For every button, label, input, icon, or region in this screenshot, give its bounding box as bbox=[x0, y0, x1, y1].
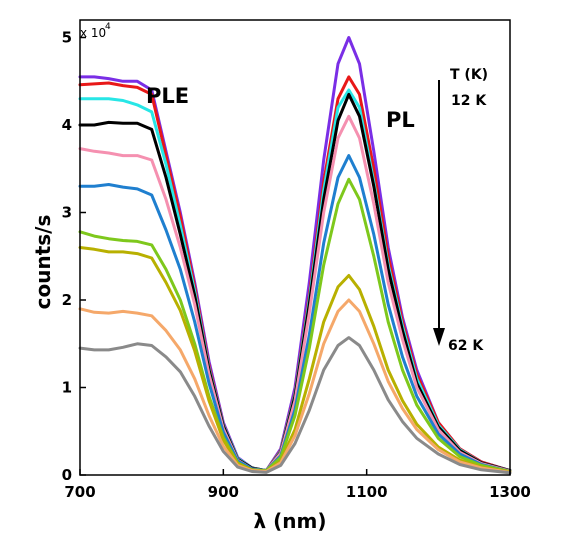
x-tick-label: 1300 bbox=[489, 483, 531, 501]
ticks-layer: 700 900 1100 1300 0 1 2 3 4 5 bbox=[62, 29, 531, 502]
y-tick-label: 1 bbox=[62, 379, 72, 397]
temperature-start: 12 K bbox=[451, 93, 487, 109]
y-tick-label: 5 bbox=[62, 29, 72, 47]
y-multiplier-base: x 10 bbox=[80, 26, 106, 40]
series-line-10 bbox=[78, 336, 512, 475]
x-tick-label: 900 bbox=[208, 483, 239, 501]
y-axis-title: counts/s bbox=[31, 215, 55, 310]
x-axis-title: λ (nm) bbox=[254, 509, 327, 533]
x-tick-label: 1100 bbox=[346, 483, 388, 501]
temperature-arrow-head bbox=[433, 328, 445, 346]
y-tick-label: 3 bbox=[62, 204, 72, 222]
plot-frame bbox=[79, 19, 511, 476]
x-tick-label: 700 bbox=[64, 483, 95, 501]
temperature-end: 62 K bbox=[448, 338, 484, 354]
temperature-label: T (K) bbox=[450, 67, 488, 83]
y-tick-label: 4 bbox=[62, 116, 72, 134]
y-tick-label: 2 bbox=[62, 291, 72, 309]
y-tick-label: 0 bbox=[62, 466, 72, 484]
pl-annotation: PL bbox=[386, 108, 415, 132]
y-multiplier-exponent: 4 bbox=[105, 22, 111, 32]
ple-annotation: PLE bbox=[146, 84, 189, 108]
series-layer bbox=[78, 36, 512, 475]
